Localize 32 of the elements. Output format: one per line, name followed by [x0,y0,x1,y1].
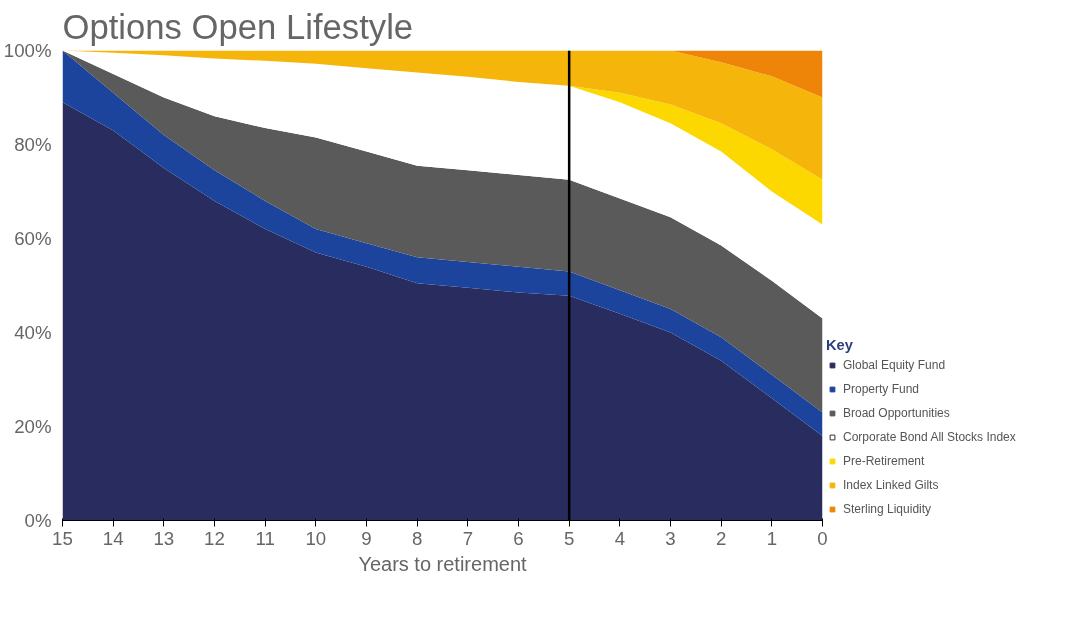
x-axis-title: Years to retirement [358,552,528,575]
y-tick-label: 80% [14,134,52,155]
y-tick-label: 0% [24,510,52,531]
legend-label: Index Linked Gilts [843,478,939,492]
x-tick-label: 2 [715,527,727,549]
y-tick-label: 100% [3,40,52,61]
x-tick-label: 8 [411,527,423,549]
x-tick-label: 0 [817,527,828,549]
legend-label: Property Fund [843,382,920,396]
y-tick-label: 20% [14,416,52,437]
x-tick-label: 4 [614,527,626,549]
legend-label: Sterling Liquidity [843,502,932,516]
y-tick-label: 60% [14,228,52,249]
x-tick-label: 3 [665,527,676,549]
x-tick-label: 15 [52,527,73,549]
y-tick-label: 40% [14,322,52,343]
x-tick-label: 13 [153,527,175,549]
x-tick-label: 9 [361,527,372,549]
chart-title: Options Open Lifestyle [62,7,414,46]
x-tick-label: 11 [255,527,275,549]
x-tick-label: 6 [513,527,524,549]
legend-label: Global Equity Fund [843,358,946,372]
x-tick-label: 7 [462,527,474,549]
legend-label: Pre-Retirement [843,454,925,468]
x-tick-label: 12 [204,527,225,549]
legend-label: Corporate Bond All Stocks Index [843,430,1016,444]
x-tick-label: 5 [563,527,575,549]
legend-label: Broad Opportunities [843,406,950,420]
x-tick-label: 10 [305,527,327,549]
legend-title: Key [826,337,854,353]
x-tick-label: 14 [102,527,124,549]
x-tick-label: 1 [766,527,778,549]
